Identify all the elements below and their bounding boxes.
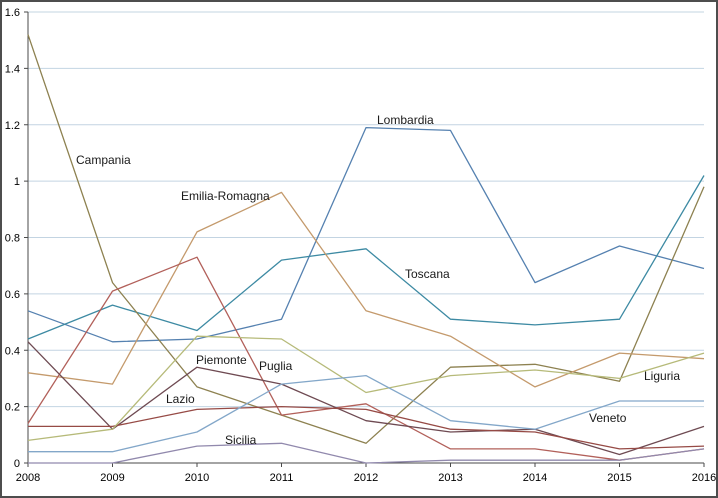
x-tick-label: 2010 — [185, 472, 209, 484]
y-tick-label: 1 — [14, 176, 20, 188]
series-line-puglia — [27, 256, 705, 461]
y-tick-label: 0.2 — [5, 402, 20, 414]
series-label-lazio: Lazio — [166, 392, 195, 406]
x-tick-label: 2014 — [523, 472, 547, 484]
y-tick-label: 0.6 — [5, 289, 20, 301]
x-tick-label: 2016 — [692, 472, 716, 484]
series-label-sicilia: Sicilia — [225, 433, 257, 447]
series-line-piemonte — [27, 341, 705, 456]
axes — [24, 11, 705, 467]
series-line-emilia-romagna — [27, 191, 705, 388]
y-tick-label: 1.4 — [5, 63, 20, 75]
y-tick-label: 0.4 — [5, 345, 20, 357]
y-tick-label: 0 — [14, 458, 20, 470]
x-tick-label: 2013 — [438, 472, 462, 484]
series-label-veneto: Veneto — [589, 411, 627, 425]
y-tick-label: 0.8 — [5, 233, 20, 245]
series-label-emilia-romagna: Emilia-Romagna — [181, 189, 270, 203]
y-tick-label: 1.6 — [5, 7, 20, 19]
series-line-lombardia — [27, 126, 705, 343]
series-line-campania — [27, 34, 705, 444]
series-line-veneto — [28, 374, 704, 453]
x-tick-label: 2011 — [270, 472, 294, 484]
x-tick-label: 2008 — [16, 472, 40, 484]
x-tick-label: 2012 — [354, 472, 378, 484]
series-label-puglia: Puglia — [259, 359, 293, 373]
series-line-liguria — [27, 335, 705, 442]
series-label-toscana: Toscana — [405, 267, 450, 281]
series-labels: Lombardia Toscana Campania Emilia-Romagna Pu… — [76, 113, 680, 447]
series-line-sicilia — [28, 442, 705, 464]
series-label-piemonte: Piemonte — [196, 353, 247, 367]
x-tick-label: 2009 — [100, 472, 124, 484]
series-lines — [27, 34, 705, 464]
y-tick-label: 1.2 — [5, 120, 20, 132]
series-line-lazio — [28, 405, 705, 450]
series-line-toscana — [27, 175, 705, 340]
series-label-liguria: Liguria — [644, 369, 680, 383]
gridlines — [28, 11, 704, 408]
x-tick-label: 2015 — [607, 472, 631, 484]
series-label-lombardia: Lombardia — [377, 113, 434, 127]
tick-labels: 2008 2009 2010 2011 2012 2013 2014 2015 2016 0 0.2… — [5, 7, 716, 484]
series-label-campania: Campania — [76, 153, 131, 167]
